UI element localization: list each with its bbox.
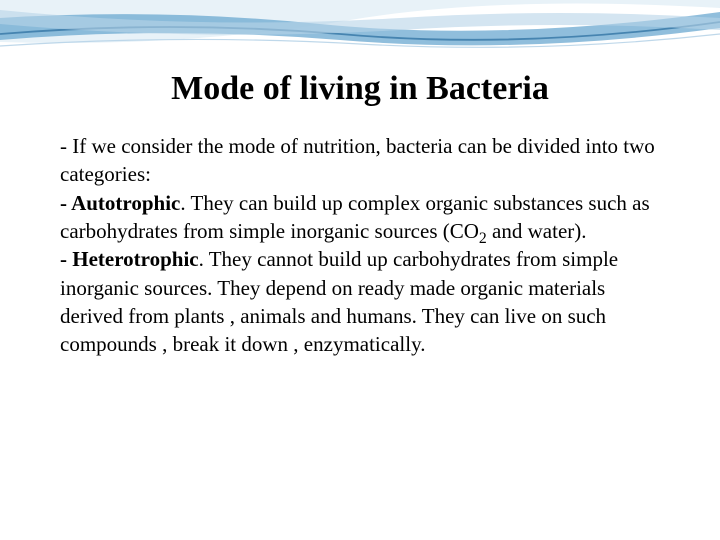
autotrophic-tail: and water).: [487, 219, 587, 243]
intro-text: - If we consider the mode of nutrition, …: [60, 134, 655, 186]
slide-content: Mode of living in Bacteria - If we consi…: [0, 70, 720, 359]
wave-decoration: [0, 0, 720, 80]
co2-subscript: 2: [479, 230, 487, 247]
heterotrophic-label: - Heterotrophic: [60, 247, 199, 271]
autotrophic-label: - Autotrophic: [60, 191, 180, 215]
slide-body: - If we consider the mode of nutrition, …: [60, 132, 660, 359]
slide-title: Mode of living in Bacteria: [60, 70, 660, 108]
